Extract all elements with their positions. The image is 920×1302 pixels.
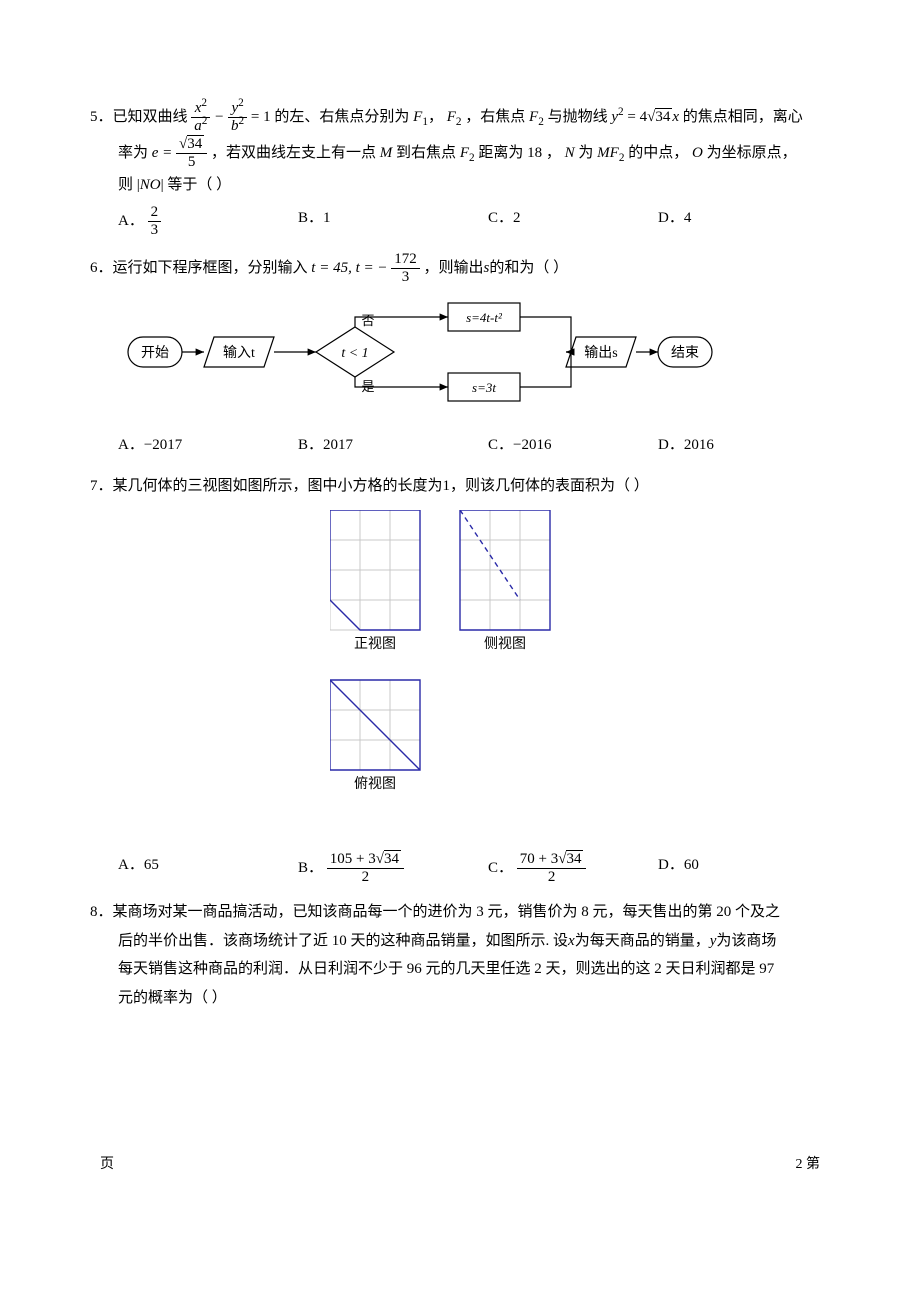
q5-num: 5． — [90, 109, 113, 125]
q8-line2: 后的半价出售．该商场统计了近 10 天的这种商品销量，如图所示. 设x为每天商品… — [90, 927, 830, 956]
q7-opt-b: B． 105 + 3342 — [298, 851, 488, 887]
q7-opt-d: D．60 — [658, 851, 778, 887]
question-6: 6．运行如下程序框图，分别输入 t = 45, t = − 1723 ，则输出s… — [90, 251, 830, 460]
q5-opt-c: C．2 — [488, 204, 658, 240]
svg-text:否: 否 — [361, 313, 374, 328]
q5-options: A． 23 B．1 C．2 D．4 — [90, 204, 830, 240]
q8-num: 8． — [90, 904, 113, 920]
svg-text:正视图: 正视图 — [354, 636, 396, 652]
q7-line1: 7．某几何体的三视图如图所示，图中小方格的长度为1，则该几何体的表面积为（ ） — [90, 472, 830, 501]
svg-text:结束: 结束 — [671, 345, 699, 361]
q6-line1: 6．运行如下程序框图，分别输入 t = 45, t = − 1723 ，则输出s… — [90, 251, 830, 287]
q5-frac2: y2 b2 — [228, 100, 247, 136]
q7-options: A．65 B． 105 + 3342 C． 70 + 3342 D．60 — [90, 851, 830, 887]
q7-num: 7． — [90, 478, 113, 494]
q6-opt-b: B．2017 — [298, 431, 488, 460]
svg-text:t < 1: t < 1 — [341, 346, 368, 361]
q6-flowchart: 开始 输入t t < 1 s=4t-t² s=3t 输出s 结束 否是 — [90, 295, 830, 426]
question-8: 8．某商场对某一商品搞活动，已知该商品每一个的进价为 3 元，销售价为 8 元，… — [90, 898, 830, 1012]
svg-text:s=4t-t²: s=4t-t² — [466, 310, 503, 325]
svg-text:侧视图: 侧视图 — [484, 636, 526, 652]
svg-text:输出s: 输出s — [584, 345, 617, 361]
q5-frac1: x2 a2 — [191, 100, 210, 136]
svg-text:开始: 开始 — [141, 345, 169, 361]
q6-opt-d: D．2016 — [658, 431, 778, 460]
three-view-svg: 正视图 侧视图俯视图 — [330, 510, 590, 830]
q5-opt-b: B．1 — [298, 204, 488, 240]
svg-text:输入t: 输入t — [223, 345, 255, 361]
q6-opt-c: C．−2016 — [488, 431, 658, 460]
flowchart-svg: 开始 输入t t < 1 s=4t-t² s=3t 输出s 结束 否是 — [118, 295, 718, 415]
footer-right: 2 第 — [796, 1152, 821, 1179]
q5-line1: 5．已知双曲线 x2 a2 − y2 b2 = 1 的左、右焦点分别为 F1， … — [90, 100, 830, 136]
q8-line3: 每天销售这种商品的利润．从日利润不少于 96 元的几天里任选 2 天，则选出的这… — [90, 955, 830, 984]
q5-line2: 率为 e = 34 5 ，若双曲线左支上有一点 M 到右焦点 F2 距离为 18… — [90, 136, 830, 172]
q5-opt-d: D．4 — [658, 204, 778, 240]
q6-opt-a: A．−2017 — [118, 431, 298, 460]
q6-num: 6． — [90, 260, 113, 276]
question-5: 5．已知双曲线 x2 a2 − y2 b2 = 1 的左、右焦点分别为 F1， … — [90, 100, 830, 239]
q7-three-views: 正视图 侧视图俯视图 — [90, 510, 830, 841]
q8-line1: 8．某商场对某一商品搞活动，已知该商品每一个的进价为 3 元，销售价为 8 元，… — [90, 898, 830, 927]
q7-opt-c: C． 70 + 3342 — [488, 851, 658, 887]
question-7: 7．某几何体的三视图如图所示，图中小方格的长度为1，则该几何体的表面积为（ ） … — [90, 472, 830, 887]
q5-line3: 则 |NO| 等于（ ） — [90, 171, 830, 200]
q7-opt-a: A．65 — [118, 851, 298, 887]
q8-line4: 元的概率为（ ） — [90, 984, 830, 1013]
svg-text:是: 是 — [361, 379, 374, 394]
q5-opt-a: A． 23 — [118, 204, 298, 240]
svg-text:俯视图: 俯视图 — [354, 776, 396, 792]
footer-left: 页 — [100, 1152, 114, 1179]
page-footer: 页 2 第 — [90, 1152, 830, 1179]
svg-text:s=3t: s=3t — [472, 380, 496, 395]
q6-options: A．−2017 B．2017 C．−2016 D．2016 — [90, 431, 830, 460]
